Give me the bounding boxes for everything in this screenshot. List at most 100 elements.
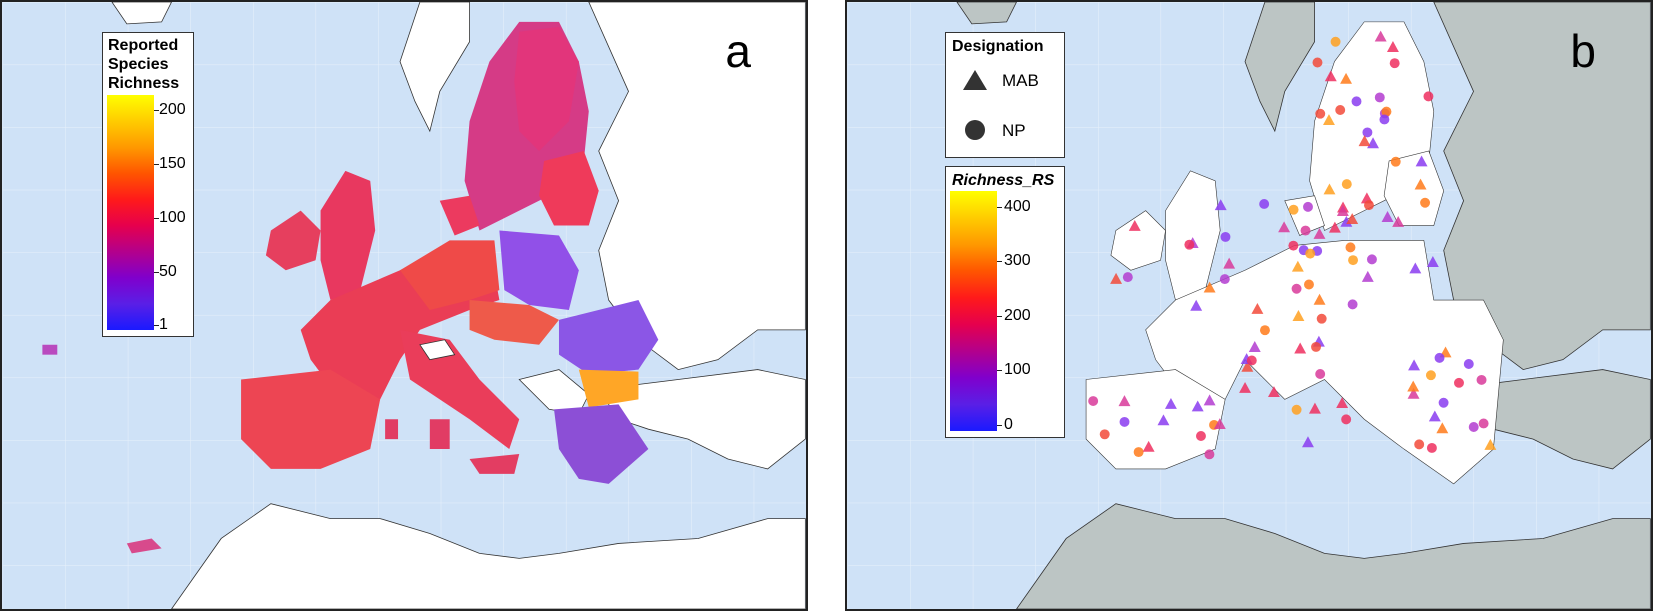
colorbar xyxy=(950,191,997,431)
mab-site-marker xyxy=(1302,436,1314,448)
mab-site-marker xyxy=(1278,221,1291,233)
mab-site-marker xyxy=(1407,387,1420,399)
tick-label: 1 xyxy=(159,316,168,333)
np-site-marker xyxy=(1390,156,1401,167)
triangle-icon xyxy=(963,70,987,90)
tick-label: 100 xyxy=(1004,361,1031,378)
np-site-marker xyxy=(1341,414,1352,425)
mab-site-marker xyxy=(1336,397,1349,409)
tick-label: 300 xyxy=(1004,252,1031,269)
tick-label: 0 xyxy=(1004,416,1013,433)
legend-title-line-2: Species xyxy=(108,56,169,73)
switzerland xyxy=(419,339,456,361)
np-site-marker xyxy=(1335,105,1346,115)
eu-richness xyxy=(42,21,659,554)
colorbar xyxy=(107,95,154,330)
mab-site-marker xyxy=(1323,114,1335,126)
eu-land xyxy=(1085,21,1504,485)
mab-site-marker xyxy=(1361,270,1374,282)
np-site-marker xyxy=(1220,231,1231,242)
mab-site-marker xyxy=(1346,213,1359,225)
mab-site-marker xyxy=(1190,299,1203,311)
mab-site-marker xyxy=(1323,183,1336,195)
mab-site-marker xyxy=(1386,41,1399,52)
mab-site-marker xyxy=(1241,360,1254,372)
richness-rs-legend: Richness_RS 400 300 200 100 0 xyxy=(945,166,1065,438)
np-site-marker xyxy=(1133,447,1144,458)
mab-site-marker xyxy=(1128,219,1141,231)
np-site-marker xyxy=(1219,274,1230,285)
mab-site-marker xyxy=(1291,260,1304,272)
mab-site-marker xyxy=(1392,215,1405,227)
np-site-marker xyxy=(1476,374,1487,385)
np-site-marker xyxy=(1389,58,1400,69)
np-site-marker xyxy=(1300,225,1311,236)
mab-site-marker xyxy=(1248,341,1261,352)
mab-site-marker xyxy=(1340,72,1353,84)
mab-site-marker xyxy=(1324,70,1337,82)
tick-label: 200 xyxy=(1004,307,1031,324)
mab-site-marker xyxy=(1336,205,1349,216)
mab-site-marker xyxy=(1414,178,1427,190)
mab-site-marker xyxy=(1110,272,1123,284)
mab-site-marker xyxy=(1436,422,1449,434)
mab-site-marker xyxy=(1426,256,1439,267)
np-site-marker xyxy=(1434,352,1445,363)
map-panel-a: Reported Species Richness 200 150 100 50… xyxy=(0,0,808,611)
tick-label: 50 xyxy=(159,263,177,280)
np-site-marker xyxy=(1351,96,1362,107)
mab-site-marker xyxy=(1313,227,1326,239)
np-site-marker xyxy=(1463,359,1474,369)
richness-legend: Reported Species Richness 200 150 100 50… xyxy=(102,32,194,337)
np-site-marker xyxy=(1305,248,1316,259)
np-site-marker xyxy=(1420,197,1431,208)
mab-site-marker xyxy=(1223,257,1236,269)
designation-legend: Designation MAB NP xyxy=(945,32,1065,158)
np-site-marker xyxy=(1288,204,1299,215)
np-site-marker xyxy=(1379,114,1390,125)
mab-site-marker xyxy=(1203,281,1216,293)
legend-title-line-3: Richness xyxy=(108,75,180,92)
mab-site-marker xyxy=(1415,155,1428,167)
np-site-marker xyxy=(1362,127,1373,138)
mab-site-marker xyxy=(1213,418,1226,430)
np-site-marker xyxy=(1099,429,1110,440)
mab-site-marker xyxy=(1484,438,1497,450)
np-site-marker xyxy=(1366,254,1377,265)
np-site-marker xyxy=(1438,397,1449,408)
legend-title: Richness_RS xyxy=(952,172,1055,189)
np-site-marker xyxy=(1341,179,1352,190)
mab-site-marker xyxy=(1428,410,1441,422)
mab-site-marker xyxy=(1294,342,1307,354)
np-site-marker xyxy=(1347,299,1358,310)
mab-site-marker xyxy=(1409,262,1422,274)
np-site-marker xyxy=(1345,242,1356,253)
np-site-marker xyxy=(1363,200,1374,211)
np-site-marker xyxy=(1303,201,1313,212)
tick-label: 400 xyxy=(1004,198,1031,215)
mab-site-marker xyxy=(1157,414,1170,426)
mab-site-marker xyxy=(1374,30,1387,42)
mab-site-marker xyxy=(1292,310,1305,321)
np-site-marker xyxy=(1259,325,1270,336)
mab-site-marker xyxy=(1191,400,1204,412)
np-site-marker xyxy=(1204,449,1215,460)
circle-icon xyxy=(965,120,985,140)
non-eu-land xyxy=(111,2,806,609)
np-site-marker xyxy=(1291,283,1302,294)
mab-site-marker xyxy=(1239,381,1252,393)
mab-site-marker xyxy=(1358,135,1371,147)
np-site-marker xyxy=(1312,57,1323,68)
tick-label: 150 xyxy=(159,155,186,172)
np-site-marker xyxy=(1119,416,1130,427)
tick-label: 200 xyxy=(159,101,186,118)
np-site-marker xyxy=(1088,396,1099,407)
np-site-marker xyxy=(1423,91,1434,102)
np-site-marker xyxy=(1315,369,1326,379)
mab-site-marker xyxy=(1308,402,1321,414)
species-richness-map xyxy=(2,2,806,609)
mab-site-marker xyxy=(1118,395,1131,407)
map-panel-b: Designation MAB NP Richness_RS 400 300 2… xyxy=(845,0,1653,611)
np-site-marker xyxy=(1288,240,1299,251)
mab-site-marker xyxy=(1340,215,1353,227)
